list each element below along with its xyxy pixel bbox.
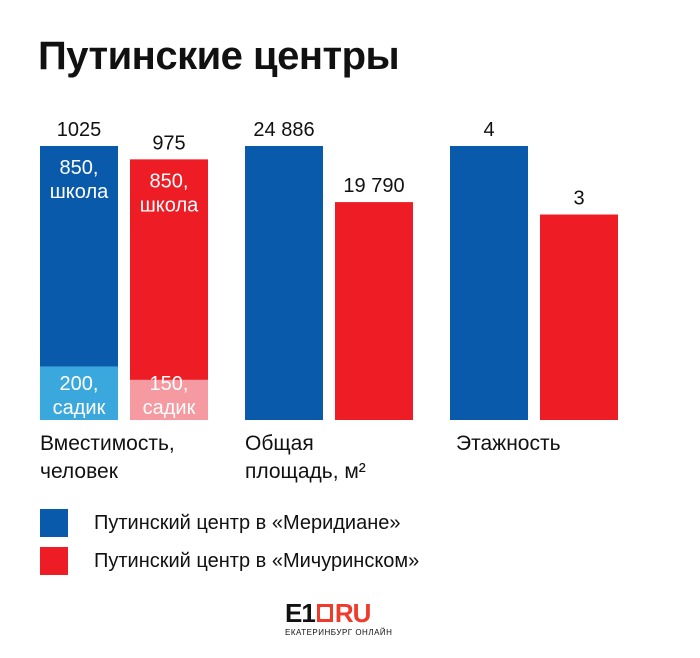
bar-chart: 850,школа200,садик1025850,школа150,садик…	[40, 119, 618, 483]
bar-meridian-1	[245, 146, 323, 420]
logo-ru-text: RU	[334, 597, 372, 628]
legend-swatch-meridian	[40, 509, 68, 537]
category-label-0-line-0: Вместимость,	[40, 432, 175, 455]
segment-label-michurinsky-kindergarten-text: садик	[143, 397, 196, 419]
logo-subtitle: ЕКАТЕРИНБУРГ ОНЛАЙН	[285, 628, 393, 637]
logo-e1-text: E1	[285, 597, 316, 628]
value-label-meridian-1: 24 886	[253, 119, 314, 141]
bar-michurinsky-school-segment	[130, 159, 208, 380]
segment-label-michurinsky-school-text: школа	[140, 194, 199, 216]
value-label-michurinsky-1: 19 790	[343, 175, 404, 197]
legend-label-meridian: Путинский центр в «Меридиане»	[94, 511, 401, 534]
legend-swatch-michurinsky	[40, 547, 68, 575]
segment-label-meridian-school-value: 850,	[60, 157, 99, 179]
segment-label-michurinsky-kindergarten-value: 150,	[150, 373, 189, 395]
e1-logo: E1 RU ЕКАТЕРИНБУРГ ОНЛАЙН	[285, 597, 425, 640]
bar-michurinsky-1	[335, 202, 413, 420]
legend-item-meridian: Путинский центр в «Меридиане»	[40, 506, 419, 540]
chart-title: Путинские центры	[38, 34, 400, 78]
legend: Путинский центр в «Меридиане» Путинский …	[40, 506, 419, 582]
segment-label-meridian-kindergarten-value: 200,	[60, 373, 99, 395]
bar-meridian-kindergarten-segment	[40, 366, 118, 420]
category-label-1-line-0: Общая	[245, 432, 314, 455]
category-label-2-line-0: Этажность	[456, 432, 561, 455]
value-label-michurinsky-0: 975	[152, 132, 185, 154]
category-label-0-line-1: человек	[40, 460, 119, 483]
segment-label-meridian-kindergarten-text: садик	[53, 397, 106, 419]
bar-michurinsky-kindergarten-segment	[130, 379, 208, 420]
segment-label-meridian-school-text: школа	[50, 181, 109, 203]
bar-meridian-2	[450, 146, 528, 420]
value-label-michurinsky-2: 3	[573, 188, 584, 210]
bar-meridian-school-segment	[40, 146, 118, 367]
legend-label-michurinsky: Путинский центр в «Мичуринском»	[94, 549, 420, 572]
category-label-1-line-1: площадь, м²	[245, 460, 366, 483]
segment-label-michurinsky-school-value: 850,	[150, 170, 189, 192]
logo-square-icon	[316, 604, 333, 622]
value-label-meridian-0: 1025	[57, 119, 102, 141]
bar-michurinsky-2	[540, 214, 618, 420]
legend-item-michurinsky: Путинский центр в «Мичуринском»	[40, 544, 419, 578]
value-label-meridian-2: 4	[483, 119, 494, 141]
